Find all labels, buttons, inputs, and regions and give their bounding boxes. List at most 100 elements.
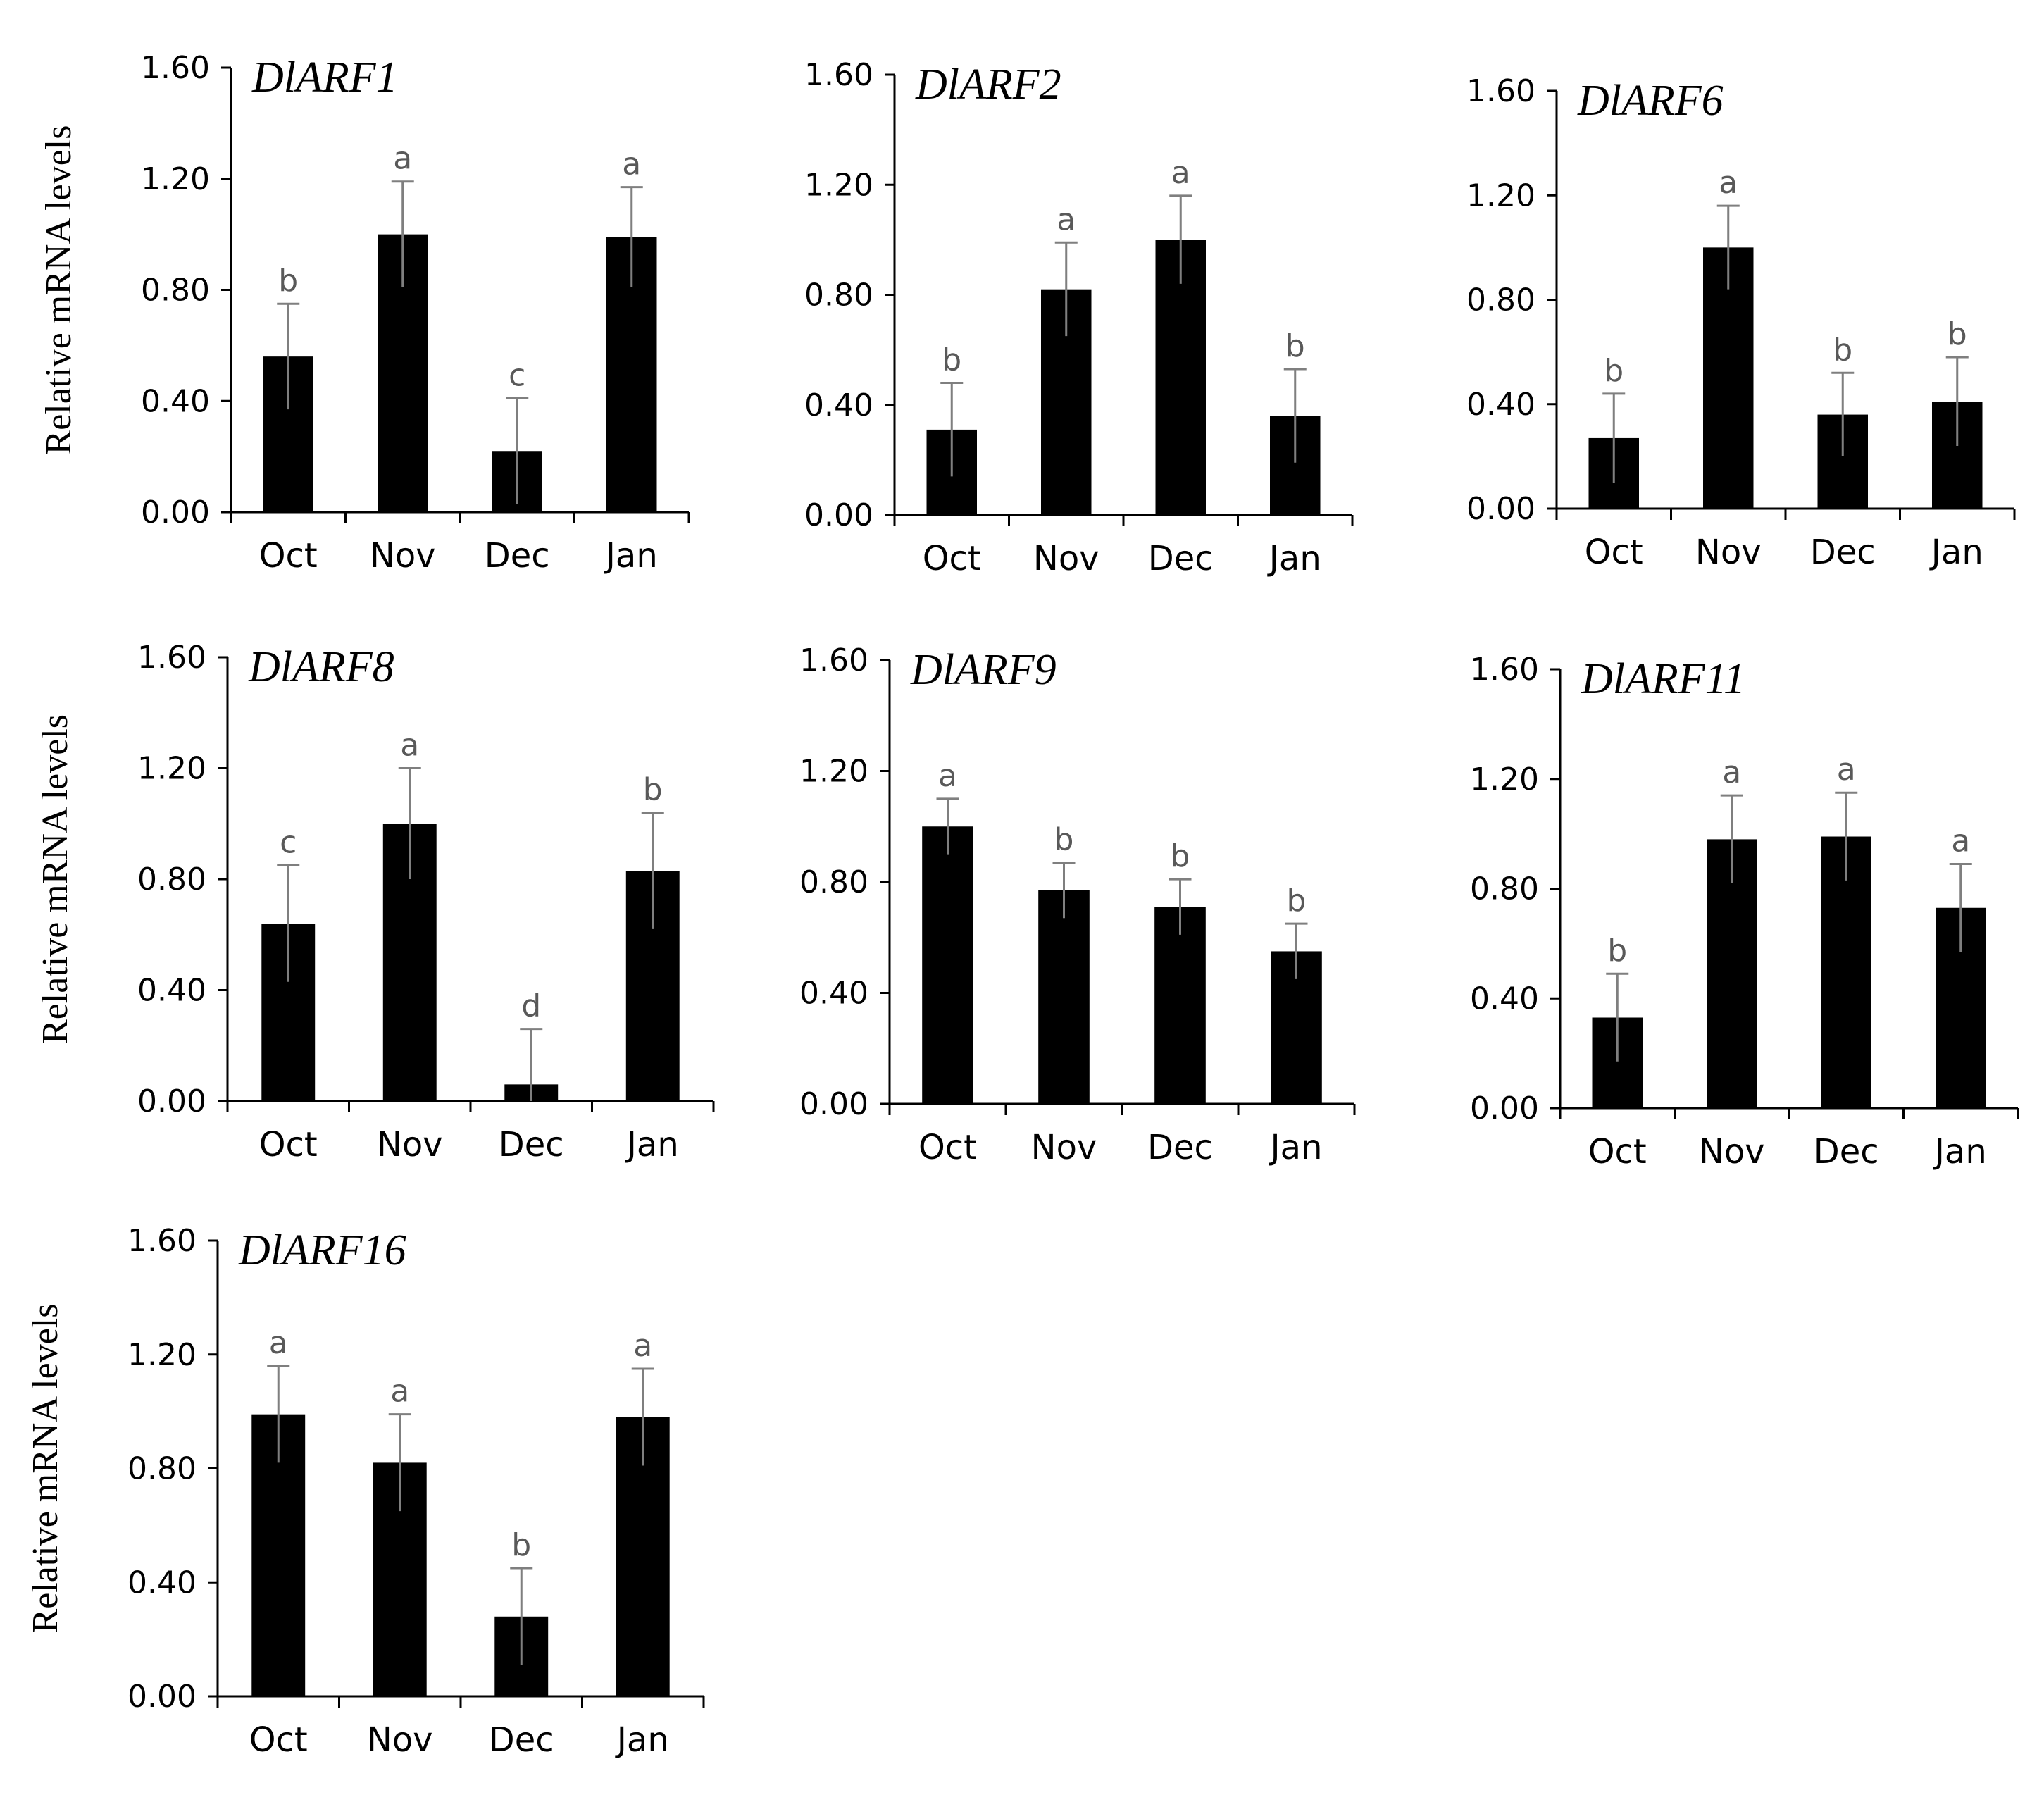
y-tick-label: 1.60	[804, 57, 873, 93]
chart-title: DlARF11	[1581, 655, 1745, 703]
bar-oct	[922, 826, 973, 1104]
x-category-label: Nov	[377, 1125, 443, 1164]
x-category-label: Jan	[615, 1720, 669, 1760]
significance-letter: a	[400, 728, 419, 764]
x-category-label: Oct	[259, 536, 318, 576]
y-tick-label: 0.40	[1470, 981, 1539, 1017]
bar-dec	[1155, 240, 1206, 515]
bar-nov	[1703, 247, 1754, 509]
chart-panel-dlarf1: 0.00 0.40 0.80 1.20 1.60 b Oct a Nov c Dec a Jan DlAR…	[39, 50, 690, 576]
x-category-label: Jan	[1269, 1128, 1323, 1167]
bar-nov	[1707, 839, 1757, 1108]
significance-letter: a	[1719, 165, 1738, 201]
significance-letter: b	[643, 772, 663, 808]
significance-letter: c	[509, 357, 525, 393]
x-category-label: Nov	[370, 536, 436, 576]
y-tick-label: 0.00	[127, 1679, 197, 1715]
bar-nov	[1038, 890, 1090, 1104]
significance-letter: a	[1951, 823, 1970, 859]
y-axis-title: Relative mRNA levels	[35, 714, 75, 1044]
y-tick-label: 0.80	[137, 862, 206, 897]
y-tick-label: 0.80	[127, 1451, 197, 1487]
y-tick-label: 0.00	[804, 497, 873, 533]
y-tick-label: 0.80	[141, 273, 210, 309]
x-category-label: Dec	[1814, 1132, 1879, 1172]
significance-letter: a	[390, 1374, 409, 1410]
significance-letter: b	[1285, 328, 1305, 364]
y-tick-label: 1.20	[804, 167, 873, 203]
y-tick-label: 0.80	[1466, 282, 1535, 318]
y-tick-label: 0.80	[799, 864, 868, 900]
y-tick-label: 0.40	[1466, 387, 1535, 423]
y-tick-label: 0.00	[1466, 491, 1535, 527]
x-category-label: Jan	[604, 536, 658, 576]
y-tick-label: 0.80	[804, 278, 873, 313]
significance-letter: a	[269, 1325, 288, 1361]
chart-panel-dlarf6: 0.00 0.40 0.80 1.20 1.60 b Oct a Nov b Dec b Jan DlAR…	[1466, 73, 2016, 572]
x-category-label: Oct	[918, 1128, 977, 1167]
chart-panel-dlarf8: 0.00 0.40 0.80 1.20 1.60 c Oct a Nov d Dec b Jan DlAR…	[35, 640, 715, 1164]
y-tick-label: 1.60	[127, 1223, 197, 1259]
significance-letter: c	[280, 824, 297, 860]
chart-panel-dlarf2: 0.00 0.40 0.80 1.20 1.60 b Oct a Nov a Dec b Jan DlAR…	[804, 57, 1354, 578]
x-category-label: Oct	[1588, 1132, 1647, 1172]
chart-panel-dlarf11: 0.00 0.40 0.80 1.20 1.60 b Oct a Nov a Dec a Jan DlAR…	[1470, 652, 2019, 1172]
significance-letter: b	[1171, 838, 1190, 874]
significance-letter: b	[1054, 821, 1074, 857]
y-tick-label: 1.60	[141, 50, 210, 86]
x-category-label: Nov	[1699, 1132, 1765, 1172]
y-tick-label: 0.40	[799, 976, 868, 1012]
x-category-label: Oct	[249, 1720, 308, 1760]
y-tick-label: 0.00	[799, 1086, 868, 1122]
y-tick-label: 1.20	[141, 161, 210, 197]
x-category-label: Dec	[499, 1125, 564, 1164]
x-category-label: Oct	[923, 539, 981, 578]
x-category-label: Jan	[625, 1125, 679, 1164]
chart-title: DlARF6	[1577, 77, 1724, 125]
x-category-label: Dec	[489, 1720, 554, 1760]
significance-letter: b	[1607, 933, 1627, 969]
bar-dec	[1154, 907, 1206, 1104]
significance-letter: d	[521, 988, 541, 1024]
y-tick-label: 1.60	[1466, 73, 1535, 109]
significance-letter: a	[393, 141, 412, 177]
y-tick-label: 0.40	[804, 387, 873, 423]
significance-letter: b	[1287, 883, 1307, 919]
y-tick-label: 0.80	[1470, 871, 1539, 907]
significance-letter: a	[1722, 754, 1741, 790]
significance-letter: a	[633, 1328, 652, 1364]
chart-title: DlARF9	[910, 646, 1057, 694]
y-tick-label: 0.40	[141, 383, 210, 419]
significance-letter: b	[1833, 332, 1852, 368]
significance-letter: a	[938, 758, 957, 794]
significance-letter: b	[1604, 353, 1624, 389]
bar-dec	[1821, 836, 1871, 1108]
chart-title: DlARF16	[238, 1226, 406, 1274]
x-category-label: Dec	[1147, 1128, 1213, 1167]
x-category-label: Oct	[259, 1125, 318, 1164]
y-tick-label: 1.60	[137, 640, 206, 676]
chart-title: DlARF8	[248, 643, 394, 691]
significance-letter: b	[278, 263, 298, 299]
y-tick-label: 0.40	[127, 1565, 197, 1601]
chart-title: DlARF2	[915, 61, 1061, 108]
y-tick-label: 1.60	[799, 642, 868, 678]
y-tick-label: 0.00	[137, 1083, 206, 1119]
x-category-label: Jan	[1933, 1132, 1987, 1172]
y-tick-label: 1.20	[1466, 178, 1535, 213]
x-category-label: Oct	[1585, 533, 1643, 572]
significance-letter: b	[942, 342, 961, 378]
significance-letter: b	[511, 1527, 531, 1563]
y-tick-label: 1.20	[1470, 762, 1539, 797]
chart-panel-dlarf9: 0.00 0.40 0.80 1.20 1.60 a Oct b Nov b Dec b Jan DlAR…	[799, 642, 1356, 1167]
chart-panel-dlarf16: 0.00 0.40 0.80 1.20 1.60 a Oct a Nov b Dec a Jan DlAR…	[25, 1223, 705, 1760]
x-category-label: Dec	[1148, 539, 1214, 578]
y-tick-label: 0.40	[137, 973, 206, 1009]
x-category-label: Nov	[1033, 539, 1099, 578]
y-tick-label: 0.00	[1470, 1090, 1539, 1126]
y-tick-label: 1.20	[137, 751, 206, 787]
y-tick-label: 1.20	[799, 754, 868, 790]
chart-title: DlARF1	[251, 54, 398, 101]
